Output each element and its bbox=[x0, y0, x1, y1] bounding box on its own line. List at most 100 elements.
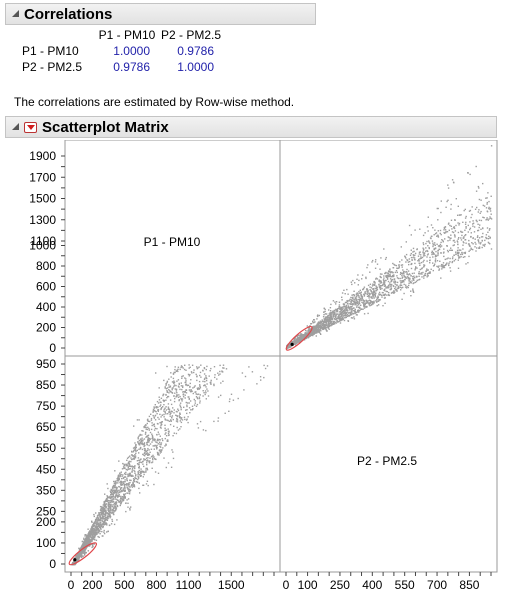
disclosure-icon[interactable] bbox=[11, 120, 20, 134]
data-point bbox=[350, 306, 352, 309]
data-point bbox=[464, 208, 466, 211]
data-point bbox=[397, 287, 399, 290]
data-point bbox=[318, 329, 321, 331]
data-point bbox=[169, 411, 171, 414]
data-point bbox=[354, 304, 356, 306]
data-point bbox=[199, 386, 202, 389]
data-point bbox=[427, 245, 429, 247]
data-point bbox=[418, 260, 420, 262]
data-point bbox=[111, 520, 114, 522]
data-point bbox=[379, 286, 382, 289]
correlations-header[interactable]: Correlations bbox=[5, 3, 316, 25]
disclosure-icon[interactable] bbox=[11, 7, 20, 21]
data-point bbox=[158, 438, 160, 441]
data-point bbox=[108, 524, 111, 527]
data-point bbox=[113, 485, 115, 487]
data-point bbox=[302, 336, 305, 338]
data-point bbox=[156, 441, 158, 444]
data-point bbox=[476, 236, 479, 238]
data-point bbox=[121, 468, 124, 470]
data-point bbox=[165, 466, 167, 469]
data-point bbox=[424, 252, 426, 254]
data-point bbox=[159, 426, 162, 428]
data-point bbox=[427, 253, 429, 255]
data-point bbox=[126, 486, 128, 488]
data-point bbox=[309, 328, 311, 330]
data-point bbox=[410, 249, 412, 251]
data-point bbox=[214, 376, 216, 379]
data-point bbox=[162, 406, 164, 408]
data-point bbox=[418, 271, 420, 273]
scatterplot-matrix-header[interactable]: Scatterplot Matrix bbox=[5, 116, 497, 138]
red-triangle-menu-icon[interactable] bbox=[24, 121, 37, 133]
data-point bbox=[440, 211, 442, 214]
data-point bbox=[164, 437, 166, 440]
data-point bbox=[94, 525, 96, 527]
data-point bbox=[318, 331, 320, 333]
data-point bbox=[424, 274, 426, 276]
data-point bbox=[129, 481, 131, 484]
data-point bbox=[100, 514, 102, 516]
data-point bbox=[134, 449, 137, 451]
data-point bbox=[147, 434, 150, 436]
data-point bbox=[126, 499, 128, 501]
data-point bbox=[325, 327, 327, 329]
data-point bbox=[107, 509, 109, 512]
data-point bbox=[407, 270, 410, 272]
data-point bbox=[427, 230, 429, 232]
data-point bbox=[465, 263, 467, 265]
data-point bbox=[99, 533, 101, 535]
data-point bbox=[138, 442, 141, 445]
data-point bbox=[464, 256, 466, 258]
data-point bbox=[350, 308, 352, 310]
data-point bbox=[470, 216, 472, 219]
data-point bbox=[348, 300, 351, 302]
data-point bbox=[132, 484, 134, 486]
data-point bbox=[83, 538, 85, 541]
data-point bbox=[319, 324, 322, 327]
data-point bbox=[310, 330, 312, 333]
data-point bbox=[219, 373, 221, 375]
data-point bbox=[383, 280, 386, 282]
data-point bbox=[137, 476, 140, 478]
data-point bbox=[124, 479, 126, 481]
data-point bbox=[114, 487, 116, 489]
data-point bbox=[107, 502, 110, 504]
data-point bbox=[184, 391, 186, 393]
data-point bbox=[100, 525, 103, 527]
data-point bbox=[478, 237, 481, 239]
row-label: P1 - PM10 bbox=[22, 44, 79, 58]
data-point bbox=[200, 376, 202, 378]
data-point bbox=[78, 554, 81, 556]
data-point bbox=[440, 265, 442, 267]
data-point bbox=[386, 294, 388, 296]
data-point bbox=[375, 278, 377, 280]
data-point bbox=[184, 390, 186, 392]
data-point bbox=[448, 222, 450, 224]
data-point bbox=[472, 243, 474, 245]
data-point bbox=[84, 539, 86, 541]
data-point bbox=[177, 370, 179, 373]
data-point bbox=[376, 286, 378, 288]
data-point bbox=[328, 313, 330, 315]
data-point bbox=[368, 295, 371, 297]
data-point bbox=[350, 296, 352, 299]
data-point bbox=[465, 234, 467, 236]
data-point bbox=[107, 516, 109, 518]
data-point bbox=[182, 386, 184, 388]
density-ellipse bbox=[285, 326, 313, 351]
data-point bbox=[119, 504, 121, 507]
data-point bbox=[356, 301, 358, 304]
data-point bbox=[333, 311, 336, 314]
data-point bbox=[451, 261, 453, 264]
data-point bbox=[340, 317, 342, 320]
data-point bbox=[450, 234, 452, 236]
data-point bbox=[129, 455, 131, 457]
data-point bbox=[485, 236, 487, 239]
data-point bbox=[389, 272, 392, 274]
data-point bbox=[403, 274, 405, 277]
data-point bbox=[387, 275, 389, 278]
data-point bbox=[92, 530, 94, 532]
data-point bbox=[173, 382, 175, 385]
data-point bbox=[347, 305, 350, 307]
